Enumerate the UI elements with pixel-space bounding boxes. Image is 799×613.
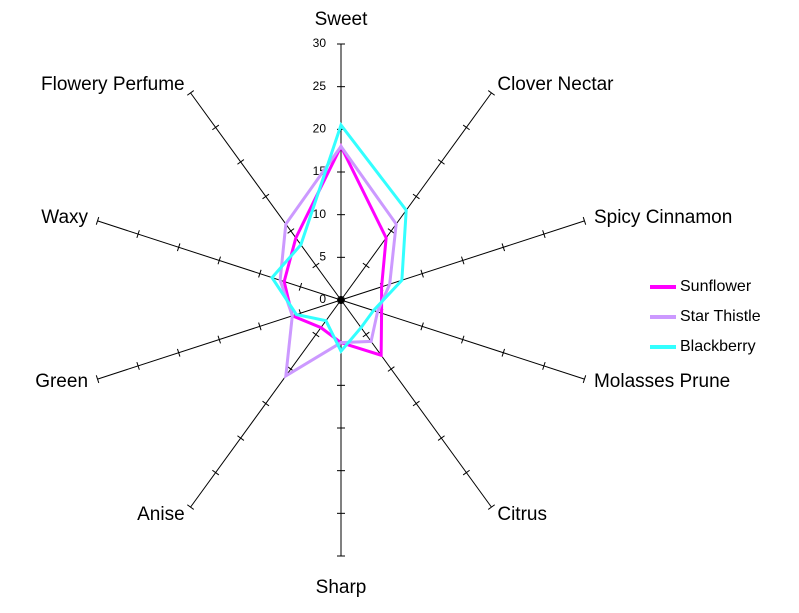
y-tick-label: 0 <box>319 292 326 306</box>
tick-mark <box>412 193 420 200</box>
tick-mark <box>542 230 546 239</box>
legend-label: Sunflower <box>680 278 752 295</box>
category-label: Sharp <box>316 577 367 598</box>
tick-mark <box>262 400 270 407</box>
tick-mark <box>420 269 424 278</box>
tick-mark <box>362 262 370 269</box>
tick-mark <box>136 230 140 239</box>
tick-mark <box>237 159 245 165</box>
tick-mark <box>212 124 220 131</box>
tick-mark <box>176 243 181 252</box>
tick-mark <box>462 469 470 476</box>
tick-mark <box>176 348 181 357</box>
category-label: Citrus <box>497 504 547 525</box>
category-label: Clover Nectar <box>497 74 614 95</box>
category-label: Waxy <box>41 207 88 228</box>
tick-mark <box>542 361 546 370</box>
tick-mark <box>95 216 100 225</box>
category-label: Sweet <box>315 9 369 30</box>
tick-mark <box>387 228 395 234</box>
category-label: Green <box>35 371 88 392</box>
series-line <box>278 143 398 379</box>
tick-mark <box>312 262 320 269</box>
tick-mark <box>582 216 587 225</box>
tick-mark <box>461 335 465 344</box>
tick-mark <box>258 322 262 331</box>
category-label: Flowery Perfume <box>41 74 185 95</box>
tick-mark <box>461 256 465 265</box>
legend-label: Star Thistle <box>680 308 761 325</box>
tick-mark <box>136 361 140 370</box>
tick-mark <box>217 335 221 344</box>
tick-mark <box>95 375 100 384</box>
category-label: Molasses Prune <box>594 371 730 392</box>
tick-mark <box>420 322 424 331</box>
series-line <box>270 121 408 354</box>
y-tick-label: 10 <box>313 207 327 221</box>
tick-mark <box>487 504 496 510</box>
tick-mark <box>258 269 262 278</box>
tick-mark <box>462 124 470 131</box>
tick-mark <box>237 435 245 441</box>
tick-mark <box>217 256 221 265</box>
category-label: Spicy Cinnamon <box>594 207 732 228</box>
y-tick-label: 25 <box>313 79 327 93</box>
tick-mark <box>362 331 370 338</box>
tick-mark <box>186 90 195 96</box>
tick-mark <box>501 243 506 252</box>
tick-mark <box>582 375 587 384</box>
tick-mark <box>212 469 220 476</box>
tick-mark <box>312 331 320 338</box>
tick-mark <box>287 228 295 234</box>
tick-mark <box>186 504 195 510</box>
y-tick-label: 20 <box>313 122 327 136</box>
category-label: Anise <box>137 504 185 525</box>
series-line <box>282 143 388 358</box>
tick-mark <box>337 297 345 303</box>
tick-mark <box>262 193 270 200</box>
tick-mark <box>387 366 395 372</box>
y-tick-label: 30 <box>313 36 327 50</box>
tick-mark <box>437 435 445 441</box>
legend-label: Blackberry <box>680 338 756 355</box>
y-tick-label: 5 <box>319 250 326 264</box>
tick-mark <box>437 159 445 165</box>
tick-mark <box>298 282 303 291</box>
tick-mark <box>412 400 420 407</box>
tick-mark <box>501 348 506 357</box>
tick-mark <box>487 90 496 96</box>
